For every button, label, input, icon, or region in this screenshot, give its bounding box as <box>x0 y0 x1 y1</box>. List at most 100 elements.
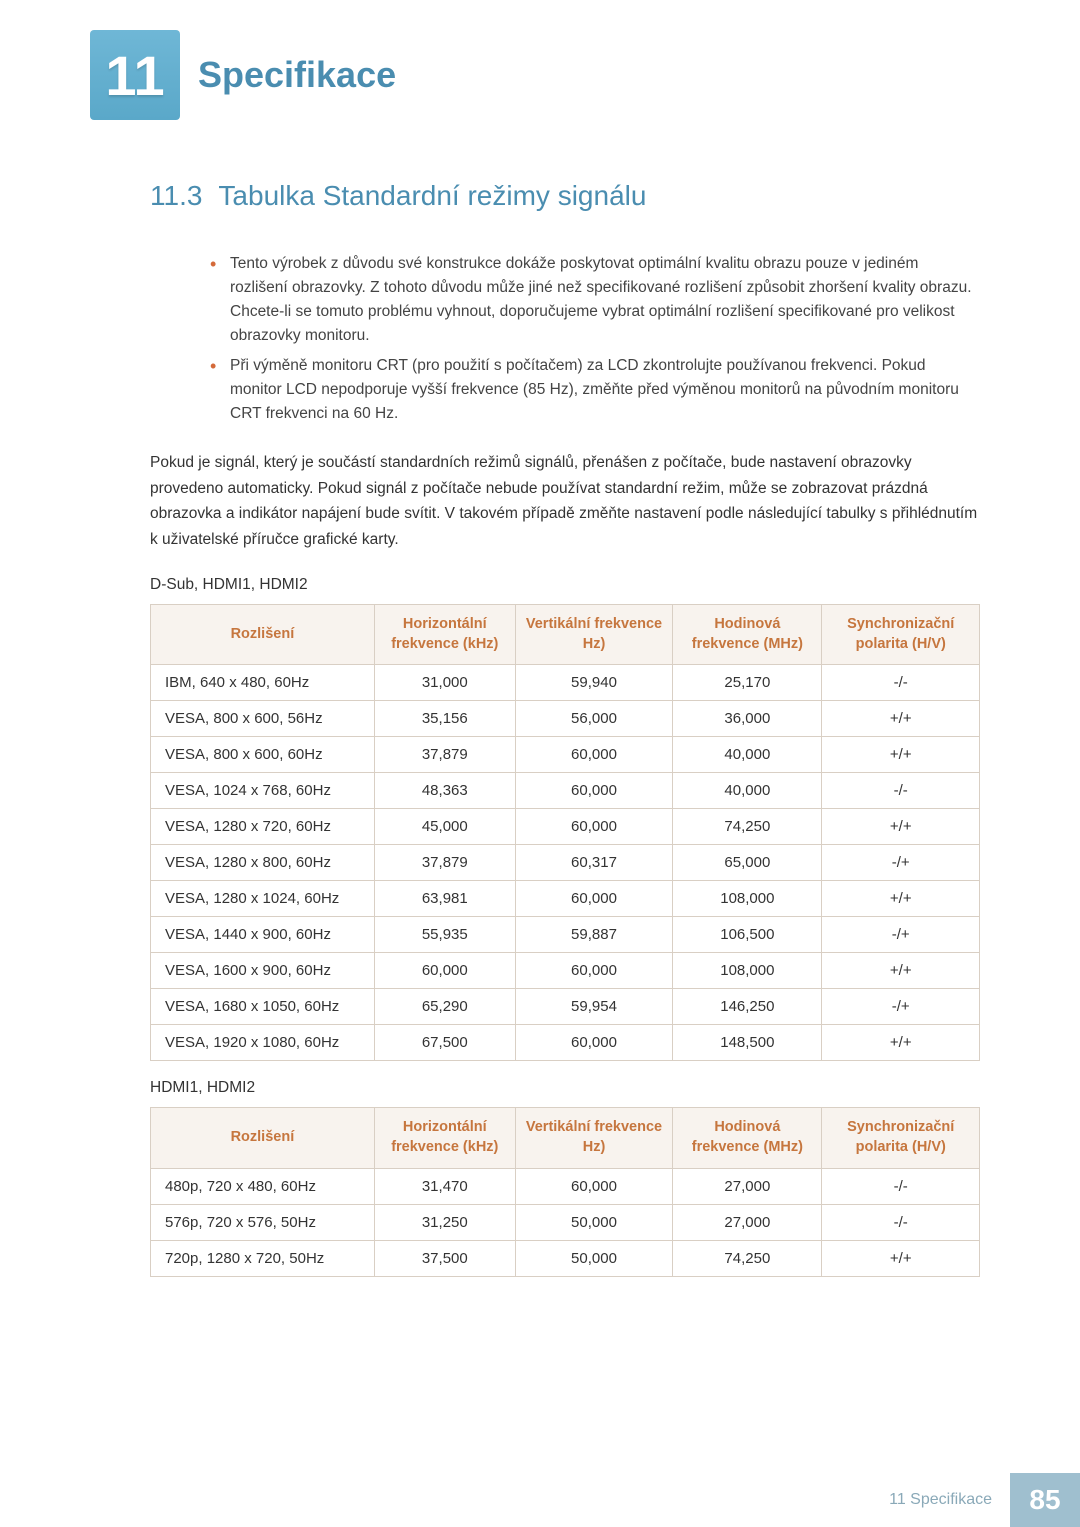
cell-res: 480p, 720 x 480, 60Hz <box>151 1168 375 1204</box>
table-row: VESA, 1280 x 800, 60Hz37,87960,31765,000… <box>151 845 980 881</box>
paragraph-text: Pokud je signál, který je součástí stand… <box>150 450 980 552</box>
table-row: VESA, 1680 x 1050, 60Hz65,29059,954146,2… <box>151 989 980 1025</box>
cell-res: VESA, 800 x 600, 56Hz <box>151 701 375 737</box>
th-resolution: Rozlišení <box>151 1108 375 1168</box>
cell-h: 31,470 <box>374 1168 515 1204</box>
cell-res: VESA, 1440 x 900, 60Hz <box>151 917 375 953</box>
bullet-item: Tento výrobek z důvodu své konstrukce do… <box>210 252 980 348</box>
chapter-number-badge: 11 <box>90 30 180 120</box>
cell-v: 60,000 <box>515 773 673 809</box>
cell-p: -/- <box>822 773 980 809</box>
table-row: VESA, 800 x 600, 60Hz37,87960,00040,000+… <box>151 737 980 773</box>
cell-res: IBM, 640 x 480, 60Hz <box>151 665 375 701</box>
cell-h: 55,935 <box>374 917 515 953</box>
cell-c: 27,000 <box>673 1168 822 1204</box>
cell-h: 67,500 <box>374 1025 515 1061</box>
cell-p: -/+ <box>822 989 980 1025</box>
footer-chapter-label: 11 Specifikace <box>889 1473 1010 1527</box>
table-row: VESA, 1280 x 720, 60Hz45,00060,00074,250… <box>151 809 980 845</box>
th-polarity: Synchronizační polarita (H/V) <box>822 605 980 665</box>
chapter-header: 11 Specifikace <box>90 30 990 120</box>
cell-h: 31,000 <box>374 665 515 701</box>
cell-res: VESA, 1280 x 800, 60Hz <box>151 845 375 881</box>
cell-c: 25,170 <box>673 665 822 701</box>
cell-h: 37,879 <box>374 845 515 881</box>
th-polarity: Synchronizační polarita (H/V) <box>822 1108 980 1168</box>
cell-p: +/+ <box>822 881 980 917</box>
cell-c: 108,000 <box>673 881 822 917</box>
table-row: VESA, 800 x 600, 56Hz35,15656,00036,000+… <box>151 701 980 737</box>
cell-res: VESA, 1600 x 900, 60Hz <box>151 953 375 989</box>
cell-p: -/- <box>822 1168 980 1204</box>
cell-v: 60,000 <box>515 737 673 773</box>
cell-c: 40,000 <box>673 737 822 773</box>
cell-p: -/+ <box>822 917 980 953</box>
th-resolution: Rozlišení <box>151 605 375 665</box>
cell-c: 106,500 <box>673 917 822 953</box>
cell-p: +/+ <box>822 953 980 989</box>
cell-h: 63,981 <box>374 881 515 917</box>
cell-c: 146,250 <box>673 989 822 1025</box>
bullet-item: Při výměně monitoru CRT (pro použití s p… <box>210 354 980 426</box>
table-row: VESA, 1440 x 900, 60Hz55,93559,887106,50… <box>151 917 980 953</box>
cell-res: VESA, 1280 x 720, 60Hz <box>151 809 375 845</box>
table-row: 720p, 1280 x 720, 50Hz37,50050,00074,250… <box>151 1240 980 1276</box>
th-vfreq: Vertikální frekvence Hz) <box>515 1108 673 1168</box>
cell-res: VESA, 1680 x 1050, 60Hz <box>151 989 375 1025</box>
cell-p: +/+ <box>822 1025 980 1061</box>
table1-label: D-Sub, HDMI1, HDMI2 <box>150 576 980 594</box>
cell-c: 148,500 <box>673 1025 822 1061</box>
cell-res: VESA, 1024 x 768, 60Hz <box>151 773 375 809</box>
cell-h: 60,000 <box>374 953 515 989</box>
cell-v: 50,000 <box>515 1240 673 1276</box>
cell-v: 59,887 <box>515 917 673 953</box>
table-row: 576p, 720 x 576, 50Hz31,25050,00027,000-… <box>151 1204 980 1240</box>
section-heading: 11.3Tabulka Standardní režimy signálu <box>150 180 990 212</box>
cell-v: 60,000 <box>515 1168 673 1204</box>
cell-p: +/+ <box>822 701 980 737</box>
table-row: VESA, 1920 x 1080, 60Hz67,50060,000148,5… <box>151 1025 980 1061</box>
cell-c: 40,000 <box>673 773 822 809</box>
section-number: 11.3 <box>150 180 202 211</box>
cell-c: 108,000 <box>673 953 822 989</box>
cell-res: 720p, 1280 x 720, 50Hz <box>151 1240 375 1276</box>
cell-res: VESA, 1920 x 1080, 60Hz <box>151 1025 375 1061</box>
cell-v: 60,000 <box>515 809 673 845</box>
cell-p: -/- <box>822 665 980 701</box>
note-bullet-list: Tento výrobek z důvodu své konstrukce do… <box>150 252 980 426</box>
cell-c: 65,000 <box>673 845 822 881</box>
footer-page-number: 85 <box>1010 1473 1080 1527</box>
cell-h: 31,250 <box>374 1204 515 1240</box>
cell-res: VESA, 1280 x 1024, 60Hz <box>151 881 375 917</box>
cell-c: 36,000 <box>673 701 822 737</box>
cell-v: 50,000 <box>515 1204 673 1240</box>
cell-res: VESA, 800 x 600, 60Hz <box>151 737 375 773</box>
content-area: Tento výrobek z důvodu své konstrukce do… <box>150 252 980 1277</box>
cell-h: 37,500 <box>374 1240 515 1276</box>
document-page: 11 Specifikace 11.3Tabulka Standardní re… <box>0 0 1080 1527</box>
cell-h: 48,363 <box>374 773 515 809</box>
th-hfreq: Horizontální frekvence (kHz) <box>374 1108 515 1168</box>
cell-p: +/+ <box>822 809 980 845</box>
cell-p: -/- <box>822 1204 980 1240</box>
cell-h: 35,156 <box>374 701 515 737</box>
cell-v: 59,940 <box>515 665 673 701</box>
th-vfreq: Vertikální frekvence Hz) <box>515 605 673 665</box>
th-clock: Hodinová frekvence (MHz) <box>673 1108 822 1168</box>
cell-h: 37,879 <box>374 737 515 773</box>
cell-v: 60,317 <box>515 845 673 881</box>
table-row: VESA, 1024 x 768, 60Hz48,36360,00040,000… <box>151 773 980 809</box>
table-row: IBM, 640 x 480, 60Hz31,00059,94025,170-/… <box>151 665 980 701</box>
cell-h: 65,290 <box>374 989 515 1025</box>
chapter-title: Specifikace <box>198 54 396 96</box>
cell-p: +/+ <box>822 737 980 773</box>
cell-v: 60,000 <box>515 1025 673 1061</box>
cell-v: 56,000 <box>515 701 673 737</box>
table-row: VESA, 1280 x 1024, 60Hz63,98160,000108,0… <box>151 881 980 917</box>
cell-v: 60,000 <box>515 881 673 917</box>
cell-c: 74,250 <box>673 809 822 845</box>
table2-label: HDMI1, HDMI2 <box>150 1079 980 1097</box>
cell-h: 45,000 <box>374 809 515 845</box>
signal-modes-table-1: Rozlišení Horizontální frekvence (kHz) V… <box>150 604 980 1061</box>
page-footer: 11 Specifikace 85 <box>0 1473 1080 1527</box>
